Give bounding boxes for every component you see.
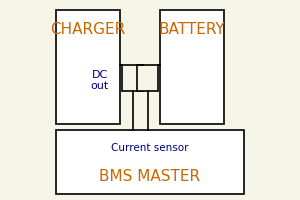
Text: CHARGER: CHARGER — [50, 22, 126, 37]
FancyBboxPatch shape — [160, 10, 224, 124]
FancyBboxPatch shape — [122, 65, 143, 91]
FancyBboxPatch shape — [56, 130, 244, 194]
Text: BATTERY: BATTERY — [159, 22, 225, 37]
FancyBboxPatch shape — [137, 65, 158, 91]
Text: Current sensor: Current sensor — [111, 143, 189, 153]
Text: BMS MASTER: BMS MASTER — [99, 169, 201, 184]
FancyBboxPatch shape — [56, 10, 120, 124]
Text: DC
out: DC out — [90, 70, 109, 91]
